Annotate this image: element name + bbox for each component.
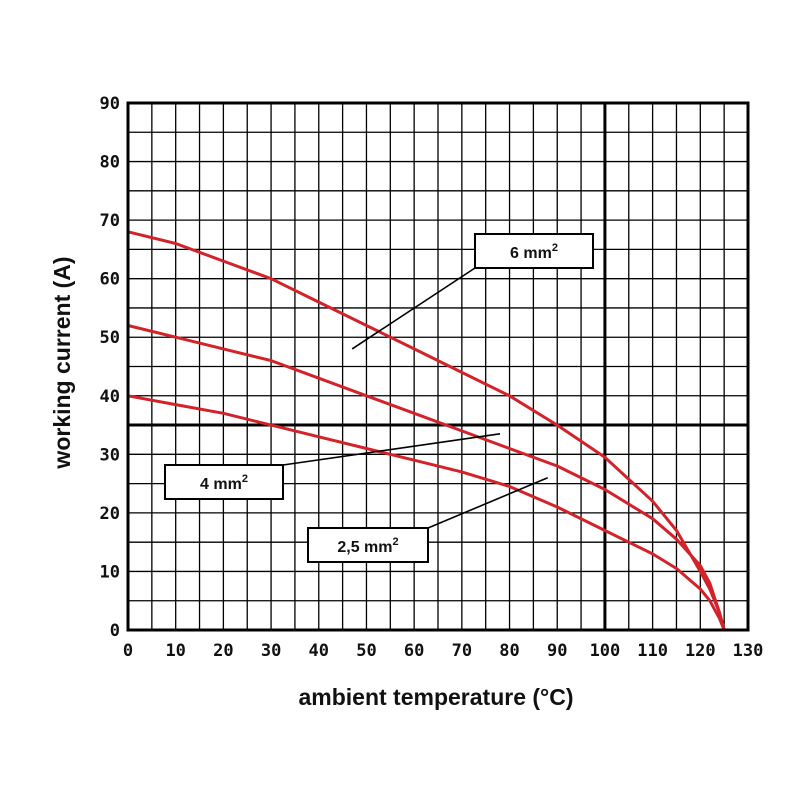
y-tick-label: 50	[100, 328, 120, 348]
y-tick-label: 40	[100, 387, 120, 407]
x-tick-label: 80	[499, 641, 519, 661]
y-tick-label: 90	[100, 94, 120, 114]
series-line-1	[126, 230, 726, 632]
x-tick-label: 10	[165, 641, 185, 661]
series-line-3	[126, 394, 726, 632]
y-tick-labels: 0 10 20 30 40 50 60 70 80 90	[100, 94, 120, 641]
y-tick-label: 30	[100, 445, 120, 465]
callout-box-1	[474, 233, 594, 269]
callout-box-3	[307, 527, 429, 563]
reference-lines	[128, 103, 748, 630]
callout-leader-1	[351, 267, 476, 350]
x-tick-label: 0	[123, 641, 133, 661]
grid	[127, 102, 749, 631]
x-tick-label: 60	[404, 641, 424, 661]
callout-leader-3	[427, 477, 549, 529]
x-tick-label: 110	[637, 641, 668, 661]
callouts: 6 mm2 4 mm2 2,5 mm2	[164, 233, 594, 563]
plot-frame	[126, 101, 750, 632]
callout-box-2	[164, 464, 284, 500]
y-tick-label: 0	[110, 621, 120, 641]
callout-leader-2	[282, 433, 501, 466]
y-tick-label: 60	[100, 270, 120, 290]
series-line-2	[126, 324, 726, 632]
series-label-1: 6 mm2	[510, 242, 558, 262]
x-tick-label: 40	[309, 641, 329, 661]
y-tick-label: 70	[100, 211, 120, 231]
x-tick-labels: 0 10 20 30 40 50 60 70 80 90 100 110 120 130	[123, 641, 763, 661]
series-label-3: 2,5 mm2	[337, 536, 398, 556]
x-tick-label: 30	[261, 641, 281, 661]
x-tick-label: 120	[685, 641, 716, 661]
x-tick-label: 20	[213, 641, 233, 661]
x-tick-label: 70	[452, 641, 472, 661]
x-tick-label: 130	[733, 641, 764, 661]
y-tick-label: 80	[100, 153, 120, 173]
y-tick-label: 20	[100, 504, 120, 524]
x-axis-label: ambient temperature (°C)	[298, 684, 573, 710]
x-tick-label: 90	[547, 641, 567, 661]
x-tick-label: 100	[590, 641, 621, 661]
y-tick-label: 10	[100, 562, 120, 582]
y-axis-label: working current (A)	[49, 256, 75, 469]
series-group	[126, 230, 726, 632]
series-label-2: 4 mm2	[200, 473, 248, 493]
x-tick-label: 50	[356, 641, 376, 661]
